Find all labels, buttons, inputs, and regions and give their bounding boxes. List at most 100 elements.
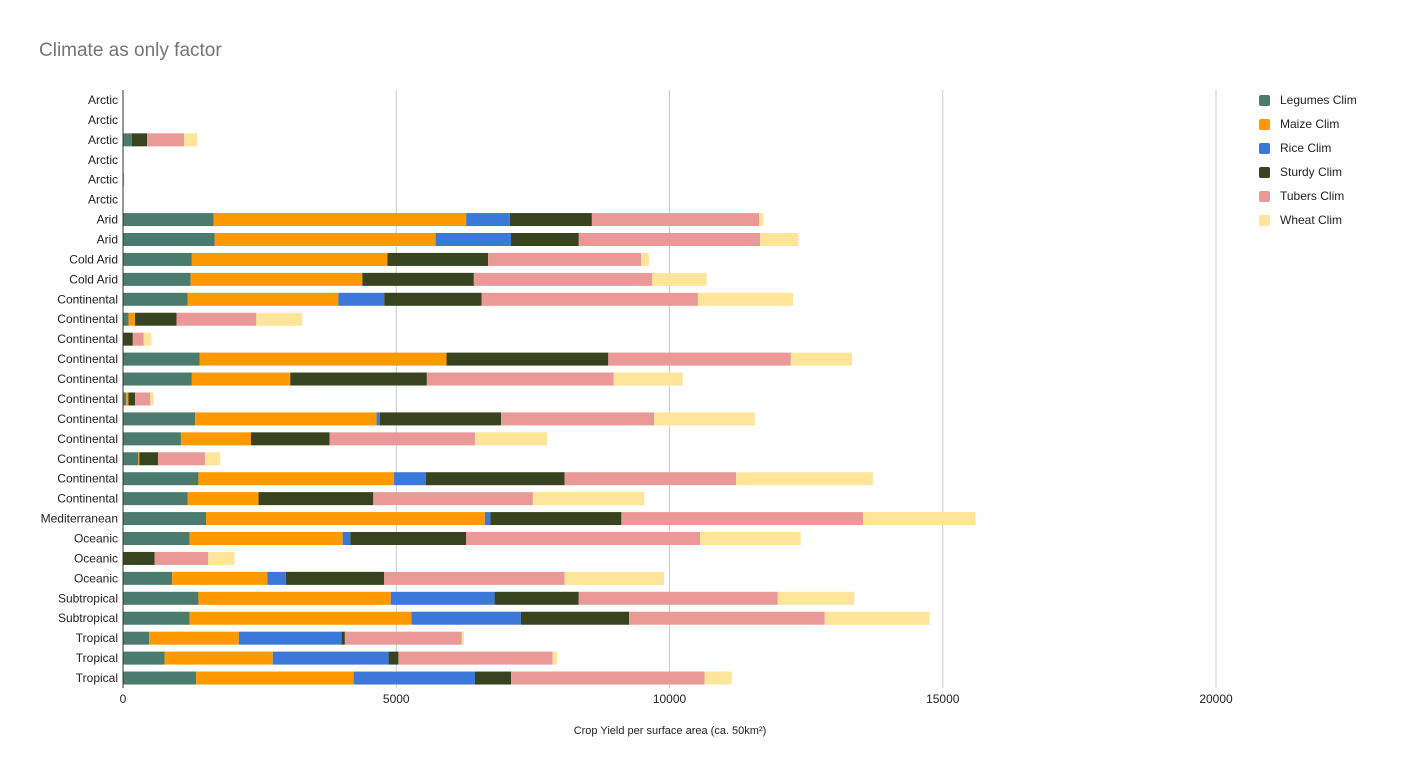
bar-segment [123, 213, 214, 227]
bar-segment [697, 292, 794, 306]
legend-label: Maize Clim [1280, 117, 1340, 131]
bar-segment [123, 332, 133, 346]
bar-segment [511, 233, 579, 246]
bar-segment [123, 631, 150, 645]
y-tick-label: Arid [97, 213, 118, 227]
bar-segment [123, 671, 197, 685]
y-tick-label: Tropical [76, 671, 118, 685]
bar-segment [473, 272, 653, 286]
bar-segment [191, 372, 291, 386]
y-tick-label: Continental [57, 312, 118, 326]
bar-segment [466, 532, 701, 545]
bar-segment [184, 133, 198, 147]
bar-segment [238, 631, 342, 645]
y-tick-label: Continental [57, 472, 118, 486]
bar-segment [578, 233, 761, 246]
bar-segment [272, 651, 389, 665]
bar-segment [629, 611, 825, 625]
bar-segment [379, 412, 502, 426]
y-tick-label: Continental [57, 412, 118, 426]
bar-segment [564, 472, 737, 486]
bar-segment [189, 611, 412, 625]
bar-segment [123, 412, 196, 426]
legend-label: Wheat Clim [1280, 213, 1343, 227]
bar-segment [466, 213, 510, 227]
y-tick-label: Continental [57, 352, 118, 366]
bar-segment [164, 651, 273, 665]
bar-segment [362, 272, 474, 286]
legend: Legumes Clim Maize Clim Rice Clim Sturdy Cl… [1259, 88, 1357, 232]
bar-segment [290, 372, 427, 386]
bar-segment [149, 631, 239, 645]
bar-segment [213, 213, 467, 227]
bar-segment [621, 512, 863, 526]
bar-segment [147, 133, 185, 147]
bar-segment [196, 671, 354, 685]
bar-segment [198, 472, 395, 486]
bar-segment [123, 312, 129, 326]
bar-segment [387, 252, 489, 266]
x-tick-label: 10000 [653, 692, 687, 706]
bar-segment [123, 233, 215, 246]
bar-segment [435, 233, 512, 246]
y-tick-label: Arctic [88, 133, 118, 147]
bar-segment [411, 611, 521, 625]
bar-segment [390, 591, 495, 605]
y-tick-label: Subtropical [58, 591, 118, 605]
y-tick-label: Continental [57, 432, 118, 446]
bar-segment [214, 233, 436, 246]
bar-segment [501, 412, 655, 426]
bar-segment [481, 292, 698, 306]
bar-segment [138, 452, 140, 466]
bar-segment [143, 332, 152, 346]
legend-swatch [1259, 214, 1270, 226]
bar-segment [191, 252, 388, 266]
bar-segment [759, 213, 764, 227]
x-tick-label: 0 [120, 692, 127, 706]
bar-segment [790, 352, 853, 366]
bar-segment [608, 352, 791, 366]
bar-segment [394, 472, 426, 486]
y-tick-label: Arctic [88, 193, 118, 207]
bar-segment [157, 452, 205, 466]
legend-label: Rice Clim [1280, 141, 1332, 155]
x-tick-label: 15000 [926, 692, 960, 706]
bar-segment [532, 492, 645, 506]
bar-segment [123, 492, 188, 506]
legend-label: Tubers Clim [1280, 189, 1345, 203]
bar-segment [123, 392, 127, 406]
y-tick-label: Continental [57, 452, 118, 466]
bar-segment [123, 512, 207, 526]
bar-segment [135, 312, 177, 326]
bar-segment [195, 412, 377, 426]
bar-segment [353, 671, 475, 685]
bar-segment [511, 671, 705, 685]
bar-segment [187, 292, 339, 306]
legend-entry: Maize Clim [1259, 112, 1357, 136]
legend-label: Legumes Clim [1280, 93, 1357, 107]
bar-segment [285, 571, 385, 585]
bar-segment [123, 252, 192, 266]
bar-segment [189, 532, 343, 545]
bar-segment [641, 252, 649, 266]
bar-segment [862, 512, 976, 526]
bar-segment [123, 651, 165, 665]
legend-entry: Wheat Clim [1259, 208, 1357, 232]
bar-segment [256, 312, 303, 326]
x-axis-title: Crop Yield per surface area (ca. 50km²) [574, 725, 767, 737]
bar-segment [591, 213, 760, 227]
y-tick-label: Continental [57, 372, 118, 386]
bar-segment [426, 372, 614, 386]
bar-segment [488, 252, 642, 266]
bar-segment [384, 571, 565, 585]
bar-segment [172, 571, 268, 585]
y-tick-label: Oceanic [74, 532, 118, 546]
bar-segment [341, 631, 345, 645]
legend-swatch [1259, 118, 1270, 130]
bar-segment [652, 272, 707, 286]
bar-segment [578, 591, 778, 605]
bar-segment [123, 591, 199, 605]
bar-segment [700, 532, 801, 545]
y-tick-label: Arctic [88, 113, 118, 127]
bar-segment [704, 671, 732, 685]
